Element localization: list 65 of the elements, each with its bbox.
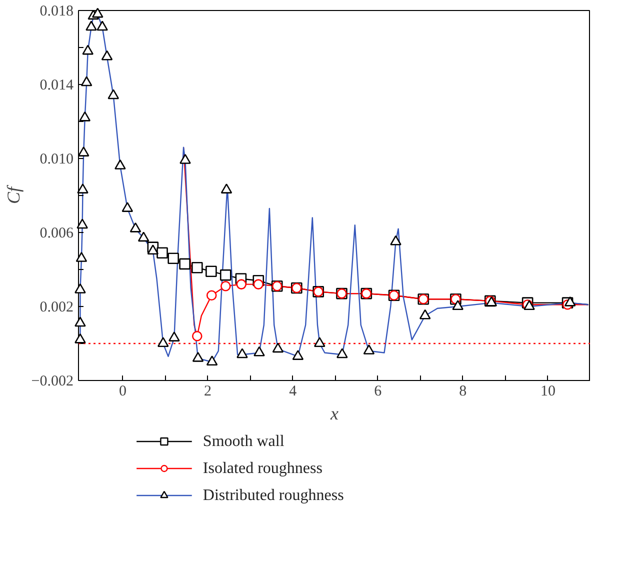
point bbox=[147, 244, 159, 255]
x-tick-label: 8 bbox=[459, 384, 467, 400]
point bbox=[220, 281, 231, 292]
point bbox=[157, 337, 169, 348]
point bbox=[220, 269, 232, 281]
point bbox=[390, 235, 402, 246]
point bbox=[236, 348, 248, 358]
y-axis-title: Cf bbox=[3, 184, 24, 204]
point bbox=[192, 352, 204, 362]
point bbox=[452, 300, 464, 310]
point bbox=[108, 89, 120, 100]
point bbox=[292, 350, 304, 360]
point bbox=[86, 20, 97, 31]
legend-label: Smooth wall bbox=[202, 433, 285, 450]
point bbox=[76, 252, 88, 262]
point bbox=[336, 348, 348, 358]
point bbox=[314, 337, 326, 348]
point bbox=[122, 202, 134, 212]
x-tick-label: 6 bbox=[374, 384, 382, 400]
x-tick-label: 10 bbox=[540, 384, 556, 400]
point bbox=[78, 146, 90, 156]
point bbox=[138, 232, 150, 242]
point bbox=[74, 316, 86, 327]
y-tick-label: 0.014 bbox=[40, 78, 74, 94]
point bbox=[77, 184, 88, 194]
point bbox=[80, 76, 92, 86]
point bbox=[419, 309, 431, 320]
point bbox=[114, 159, 126, 170]
point bbox=[82, 44, 94, 55]
legend-label: Isolated roughness bbox=[202, 460, 322, 477]
point bbox=[179, 258, 190, 270]
y-tick-label: 0.002 bbox=[40, 300, 74, 316]
y-tick-label: 0.018 bbox=[40, 4, 74, 20]
point bbox=[156, 247, 168, 258]
point bbox=[92, 8, 104, 18]
legend-label: Distributed roughness bbox=[202, 487, 344, 504]
point bbox=[272, 342, 284, 353]
y-tick-label: −0.002 bbox=[31, 374, 74, 390]
point bbox=[79, 111, 91, 122]
point bbox=[168, 332, 180, 342]
x-axis-title: x bbox=[330, 404, 339, 424]
point bbox=[130, 222, 142, 232]
point bbox=[101, 50, 113, 60]
x-tick-label: 0 bbox=[118, 384, 126, 400]
point bbox=[180, 154, 191, 164]
point bbox=[254, 346, 265, 356]
point bbox=[206, 290, 217, 301]
y-tick-label: 0.010 bbox=[40, 152, 74, 168]
point bbox=[76, 218, 88, 229]
point bbox=[168, 252, 179, 264]
point bbox=[192, 330, 202, 342]
y-tick-label: 0.006 bbox=[40, 226, 74, 242]
point bbox=[236, 279, 247, 290]
x-tick-label: 4 bbox=[289, 384, 298, 400]
x-tick-label: 2 bbox=[204, 384, 212, 400]
point bbox=[74, 333, 86, 344]
point bbox=[74, 283, 86, 294]
point bbox=[206, 356, 218, 366]
point bbox=[363, 344, 375, 354]
point bbox=[564, 296, 576, 306]
point bbox=[253, 279, 264, 290]
point bbox=[96, 20, 108, 31]
point bbox=[220, 184, 232, 194]
point bbox=[191, 262, 203, 274]
point bbox=[206, 266, 217, 277]
